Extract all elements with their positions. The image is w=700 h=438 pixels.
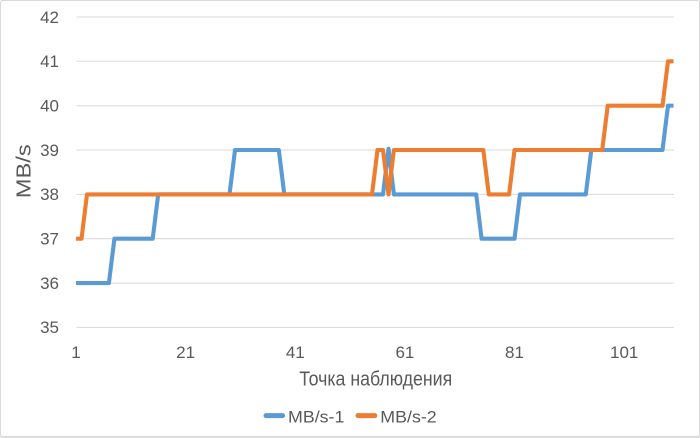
svg-text:42: 42 [40, 8, 59, 27]
svg-text:36: 36 [40, 274, 59, 293]
svg-text:37: 37 [40, 230, 59, 249]
svg-text:MB/s: MB/s [14, 144, 36, 198]
svg-text:39: 39 [40, 141, 59, 160]
svg-text:40: 40 [40, 97, 59, 116]
svg-text:MB/s-1: MB/s-1 [288, 408, 344, 427]
svg-text:38: 38 [40, 185, 59, 204]
svg-text:MB/s-2: MB/s-2 [380, 408, 436, 427]
svg-text:41: 41 [40, 52, 59, 71]
svg-text:101: 101 [610, 343, 638, 362]
svg-text:1: 1 [71, 343, 80, 362]
svg-text:41: 41 [286, 343, 305, 362]
svg-text:21: 21 [176, 343, 195, 362]
svg-text:81: 81 [505, 343, 524, 362]
svg-text:Точка наблюдения: Точка наблюдения [299, 369, 452, 391]
svg-text:61: 61 [395, 343, 414, 362]
svg-text:35: 35 [40, 318, 59, 337]
